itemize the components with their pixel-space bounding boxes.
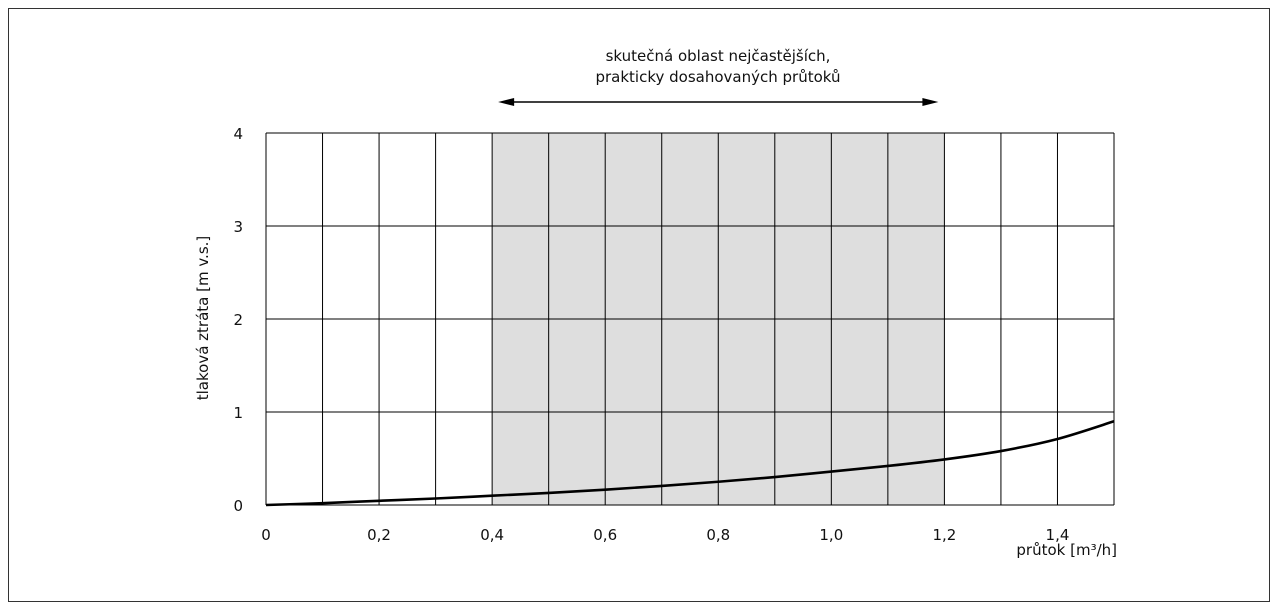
x-tick-label: 1,2 — [932, 526, 956, 544]
y-tick-label: 2 — [233, 311, 243, 329]
arrow-head-left — [498, 98, 515, 106]
x-tick-label: 0,2 — [367, 526, 391, 544]
x-tick-label: 0,6 — [593, 526, 617, 544]
x-tick-label: 0,4 — [480, 526, 504, 544]
series-line — [265, 420, 1115, 507]
range-arrow — [498, 98, 939, 106]
y-axis-label: tlaková ztráta [m v.s.] — [194, 236, 212, 401]
range-annotation: skutečná oblast nejčastějších, prakticky… — [498, 47, 939, 106]
x-tick-label: 0 — [261, 526, 271, 544]
x-tick-label: 0,8 — [706, 526, 730, 544]
x-tick-label: 1,0 — [819, 526, 843, 544]
grid-layer — [265, 132, 1115, 506]
x-axis-label: průtok [m³/h] — [1016, 541, 1117, 559]
ticks-layer: 0 0,2 0,4 0,6 0,8 1,0 1,2 1,4 0 1 2 3 4 — [233, 125, 1069, 544]
y-tick-label: 3 — [233, 218, 243, 236]
y-tick-label: 1 — [233, 404, 243, 422]
y-tick-label: 0 — [233, 497, 243, 515]
y-tick-label: 4 — [233, 125, 243, 143]
x-tick-label: 1,4 — [1046, 526, 1070, 544]
annotation-line-2: prakticky dosahovaných průtoků — [595, 68, 840, 86]
arrow-head-right — [922, 98, 939, 106]
annotation-line-1: skutečná oblast nejčastějších, — [606, 47, 831, 65]
series-layer — [265, 420, 1115, 507]
